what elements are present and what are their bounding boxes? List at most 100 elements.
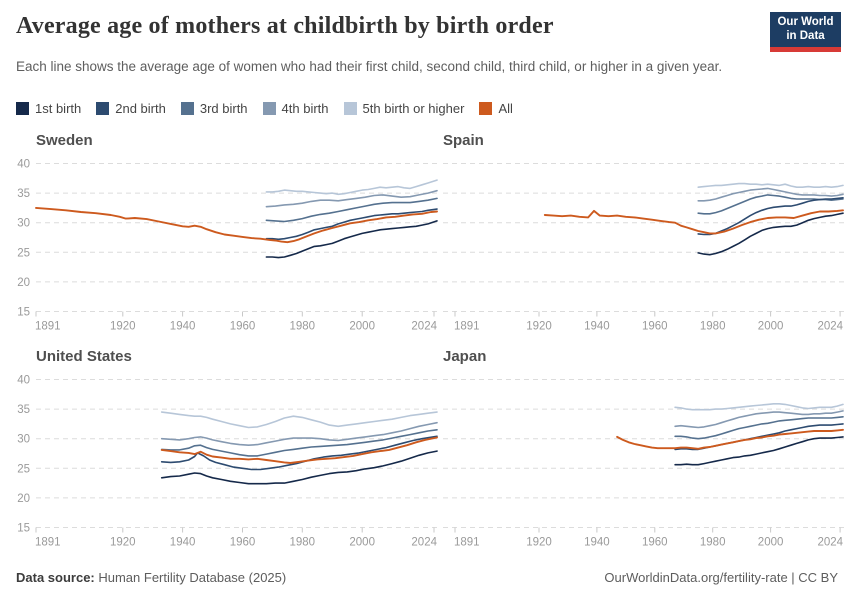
legend-item-all[interactable]: All: [479, 101, 513, 116]
series-line-2nd-birth: [160, 435, 438, 471]
series-line-1st-birth: [160, 450, 438, 485]
series-line-all: [543, 209, 844, 235]
x-axis-ticks: [454, 527, 841, 533]
svg-text:25: 25: [17, 463, 30, 475]
series-line-all: [160, 436, 438, 464]
x-axis-labels: 1891 1920 1940 1960 1980 2000 2024: [35, 537, 438, 549]
footer: Data source: Human Fertility Database (2…: [16, 570, 838, 585]
svg-text:1891: 1891: [454, 537, 480, 549]
y-axis-labels: 15 20 25 30 35 40: [17, 375, 30, 535]
chart-panel-united-states: United States 15 20 25 30 35 40 1891 1920 1940 196…: [0, 342, 441, 556]
panel-title-spain: Spain: [443, 132, 484, 149]
legend-swatch-icon: [262, 102, 276, 115]
legend-label: All: [498, 101, 513, 116]
series-line-5th-birth-or-higher: [160, 411, 438, 429]
legend-label: 4th birth: [281, 101, 329, 116]
panel-title-sweden: Sweden: [36, 132, 93, 149]
line-chart-japan: 1891 1920 1940 1960 1980 2000 2024: [443, 379, 845, 549]
gridlines: [36, 163, 437, 312]
line-chart-sweden: 15 20 25 30 35 40 1891 1920 1940 1960 1980 2000 2024: [17, 159, 438, 333]
data-source-label: Data source:: [16, 570, 95, 585]
svg-text:35: 35: [17, 404, 30, 416]
svg-text:2024: 2024: [411, 321, 437, 333]
legend-swatch-icon: [180, 102, 194, 115]
svg-text:1980: 1980: [290, 537, 316, 549]
x-axis-ticks: [35, 311, 435, 317]
svg-text:1980: 1980: [290, 321, 316, 333]
svg-text:20: 20: [17, 277, 30, 289]
svg-text:1940: 1940: [170, 537, 196, 549]
owid-logo-line2: in Data: [786, 29, 825, 42]
series-line-5th-birth-or-higher: [697, 182, 844, 189]
legend-label: 2nd birth: [115, 101, 166, 116]
page-title: Average age of mothers at childbirth by …: [16, 13, 554, 39]
legend-label: 3rd birth: [199, 101, 248, 116]
legend-label: 1st birth: [35, 101, 82, 116]
data-source-value: Human Fertility Database (2025): [94, 570, 287, 585]
svg-text:1980: 1980: [700, 321, 726, 333]
svg-text:2024: 2024: [818, 321, 844, 333]
svg-text:1980: 1980: [700, 537, 726, 549]
series-line-all: [35, 206, 438, 244]
owid-logo-line1: Our World: [777, 16, 834, 29]
legend-swatch-icon: [343, 102, 357, 115]
series-line-3rd-birth: [674, 416, 844, 440]
chart-subtitle: Each line shows the average age of women…: [16, 59, 723, 74]
legend-item-4th-birth[interactable]: 4th birth: [262, 101, 329, 116]
svg-text:20: 20: [17, 493, 30, 505]
svg-text:1940: 1940: [584, 321, 610, 333]
legend-swatch-icon: [96, 102, 110, 115]
svg-text:1891: 1891: [35, 537, 61, 549]
svg-text:1940: 1940: [584, 537, 610, 549]
svg-text:40: 40: [17, 375, 30, 387]
series-line-4th-birth: [674, 410, 844, 429]
x-axis-ticks: [35, 527, 435, 533]
series-line-5th-birth-or-higher: [265, 179, 438, 196]
gridlines: [443, 379, 845, 528]
legend-item-5th-birth-or-higher[interactable]: 5th birth or higher: [343, 101, 465, 116]
legend-item-1st-birth[interactable]: 1st birth: [16, 101, 81, 116]
svg-text:15: 15: [17, 307, 30, 319]
panel-title-united-states: United States: [36, 348, 132, 365]
svg-text:35: 35: [17, 188, 30, 200]
series-line-2nd-birth: [265, 208, 438, 241]
series-line-5th-birth-or-higher: [674, 402, 844, 411]
owid-logo-red-bar: [770, 47, 841, 52]
svg-text:1920: 1920: [110, 321, 136, 333]
x-axis-labels: 1891 1920 1940 1960 1980 2000 2024: [454, 537, 844, 549]
legend: 1st birth 2nd birth 3rd birth 4th birth 5th …: [16, 101, 513, 116]
svg-text:1960: 1960: [642, 537, 668, 549]
svg-text:2024: 2024: [411, 537, 437, 549]
x-axis-labels: 1891 1920 1940 1960 1980 2000 2024: [454, 321, 844, 333]
svg-text:40: 40: [17, 159, 30, 171]
legend-label: 5th birth or higher: [362, 101, 465, 116]
svg-text:1920: 1920: [110, 537, 136, 549]
line-chart-united-states: 15 20 25 30 35 40 1891 1920 1940 1960 1980 2000 2024: [17, 375, 438, 549]
svg-text:25: 25: [17, 247, 30, 259]
series-line-4th-birth: [265, 189, 438, 208]
svg-text:1960: 1960: [230, 321, 256, 333]
series-line-3rd-birth: [160, 429, 438, 457]
chart-panel-spain: Spain 1891 1920 1940 1960 1980 2000 2024: [441, 126, 850, 340]
legend-item-2nd-birth[interactable]: 2nd birth: [96, 101, 166, 116]
series-line-3rd-birth: [265, 197, 438, 223]
legend-swatch-icon: [479, 102, 493, 115]
svg-text:30: 30: [17, 434, 30, 446]
svg-text:2000: 2000: [758, 537, 784, 549]
owid-footer-link[interactable]: OurWorldinData.org/fertility-rate | CC B…: [604, 570, 838, 585]
svg-text:1920: 1920: [526, 537, 552, 549]
y-axis-labels: 15 20 25 30 35 40: [17, 159, 30, 319]
svg-text:1891: 1891: [35, 321, 61, 333]
owid-logo-box: Our World in Data: [770, 12, 841, 47]
chart-panel-sweden: Sweden 15 20 25 30 35 40 1891 1920 1940 1960 1980 20…: [0, 126, 441, 340]
svg-text:1920: 1920: [526, 321, 552, 333]
series-line-1st-birth: [697, 212, 844, 256]
legend-swatch-icon: [16, 102, 29, 115]
owid-logo[interactable]: Our World in Data: [770, 12, 841, 52]
series-line-1st-birth: [265, 220, 438, 259]
chart-panel-japan: Japan 1891 1920 1940 1960 1980 2000 2024: [441, 342, 850, 556]
svg-text:1940: 1940: [170, 321, 196, 333]
legend-item-3rd-birth[interactable]: 3rd birth: [180, 101, 248, 116]
svg-text:2000: 2000: [349, 321, 375, 333]
